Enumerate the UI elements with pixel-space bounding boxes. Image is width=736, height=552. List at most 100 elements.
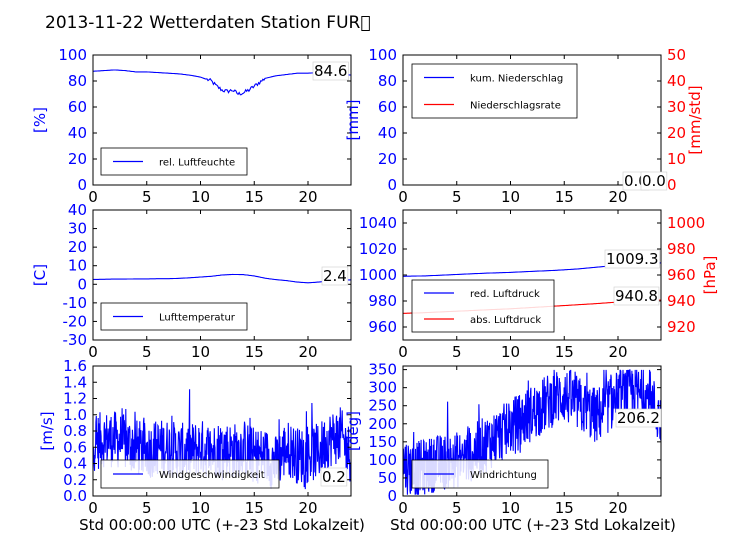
x-tick-label: 0	[398, 188, 408, 206]
y-right-tick-label: 50	[667, 46, 686, 64]
y-tick-label: -20	[63, 312, 88, 330]
x-tick-label: 20	[298, 499, 317, 517]
annotation-box	[640, 171, 668, 191]
legend-entry: red. Luftdruck	[470, 289, 540, 300]
y-tick-label: 250	[368, 397, 397, 415]
x-tick-label: 20	[608, 188, 627, 206]
plot-frame	[402, 365, 662, 497]
y-tick-label: 50	[378, 469, 397, 487]
x-tick-label: 0	[398, 343, 408, 361]
x-tick-label: 5	[452, 343, 462, 361]
annotation-label: 84.6	[314, 62, 347, 80]
y-axis-label: [C]	[31, 264, 49, 286]
annotation-label: 0.0	[642, 172, 666, 190]
y-tick-label: 80	[68, 72, 87, 90]
x-axis-label: Std 00:00:00 UTC (+-23 Std Lokalzeit)	[79, 516, 365, 534]
y-tick-label: 0.4	[63, 455, 87, 473]
y-tick-label: 60	[68, 98, 87, 116]
y-tick-label: 980	[368, 292, 397, 310]
y-tick-label: 1.4	[63, 373, 87, 391]
y-tick-label: 80	[378, 72, 397, 90]
x-tick-label: 20	[298, 188, 317, 206]
x-tick-label: 10	[191, 343, 210, 361]
y-tick-label: -30	[63, 331, 88, 349]
y-right-tick-label: 10	[667, 150, 686, 168]
y-tick-label: 0	[77, 176, 87, 194]
y-tick-label: 0.2	[63, 471, 87, 489]
annotation-box	[615, 408, 662, 428]
y-right-tick-label: 0	[667, 176, 677, 194]
legend-entry: Niederschlagsrate	[470, 101, 561, 112]
y-tick-label: 1040	[359, 214, 397, 232]
annotation-box	[604, 249, 660, 269]
y-tick-label: 150	[368, 433, 397, 451]
x-tick-label: 0	[88, 343, 98, 361]
y-tick-label: 100	[368, 46, 397, 64]
y-axis-label: [m/s]	[38, 411, 56, 450]
x-tick-label: 20	[298, 343, 317, 361]
y-axis-label: [%]	[31, 107, 49, 133]
annotation-box	[321, 266, 349, 286]
y-tick-label: 0	[387, 487, 397, 505]
x-tick-label: 10	[501, 188, 520, 206]
x-tick-label: 5	[452, 188, 462, 206]
series-line-humidity-0	[93, 69, 351, 96]
y-right-tick-label: 30	[667, 98, 686, 116]
plot-frame	[402, 54, 662, 186]
legend-entry: kum. Niederschlag	[470, 74, 563, 85]
annotation-label: 940.8	[615, 287, 658, 305]
y-tick-label: 0.6	[63, 438, 87, 456]
legend-entry: rel. Luftfeuchte	[159, 158, 235, 169]
y-axis-label: [mm]	[344, 100, 362, 141]
y-tick-label: 0	[387, 176, 397, 194]
x-tick-label: 0	[88, 499, 98, 517]
annotation-label: 1009.3	[606, 250, 659, 268]
series-line-windspeed-0	[93, 389, 351, 490]
y-tick-label: 20	[68, 238, 87, 256]
panel-windspeed: 0 5 10 15 200.00.20.40.60.81.01.21.41.6[m/s]…	[38, 357, 365, 534]
plot-frame	[92, 209, 352, 341]
annotation-label: 0.2	[322, 468, 346, 486]
annotation-label: 2.4	[323, 267, 347, 285]
annotation-label: 206.2	[617, 409, 660, 427]
annotation-box	[320, 467, 348, 487]
y-tick-label: -10	[63, 294, 88, 312]
legend-box	[411, 279, 555, 333]
y-tick-label: 350	[368, 361, 397, 379]
y-tick-label: 40	[68, 201, 87, 219]
y-tick-label: 100	[368, 451, 397, 469]
y-tick-label: 960	[368, 318, 397, 336]
y-tick-label: 10	[68, 257, 87, 275]
y-tick-label: 60	[378, 98, 397, 116]
y-right-tick-label: 960	[667, 266, 696, 284]
x-tick-label: 0	[88, 188, 98, 206]
y-right-tick-label: 40	[667, 72, 686, 90]
x-tick-label: 15	[245, 499, 264, 517]
x-tick-label: 15	[555, 343, 574, 361]
y-tick-label: 20	[68, 150, 87, 168]
y-tick-label: 1020	[359, 240, 397, 258]
x-tick-label: 15	[555, 499, 574, 517]
panel-precipitation: 0 5 10 15 20 0 20 40 60 80 100 0 10 20 30 40 50 [mm] [mm/s…	[344, 46, 704, 206]
y-right-tick-label: 980	[667, 240, 696, 258]
x-tick-label: 5	[142, 188, 152, 206]
plot-frame	[92, 54, 352, 186]
y-right-tick-label: 20	[667, 124, 686, 142]
x-tick-label: 5	[142, 499, 152, 517]
legend-box	[411, 63, 578, 119]
x-tick-label: 5	[452, 499, 462, 517]
annotation-box	[613, 286, 660, 306]
series-line-temperature-0	[93, 273, 351, 284]
y-tick-label: 200	[368, 415, 397, 433]
x-tick-label: 10	[501, 343, 520, 361]
y-axis-label-right: [hPa]	[701, 256, 719, 295]
annotation-box	[312, 61, 349, 81]
y-tick-label: 40	[68, 124, 87, 142]
x-tick-label: 0	[398, 499, 408, 517]
y-tick-label: 1000	[359, 266, 397, 284]
x-tick-label: 10	[191, 499, 210, 517]
x-tick-label: 5	[142, 343, 152, 361]
x-tick-label: 10	[191, 188, 210, 206]
